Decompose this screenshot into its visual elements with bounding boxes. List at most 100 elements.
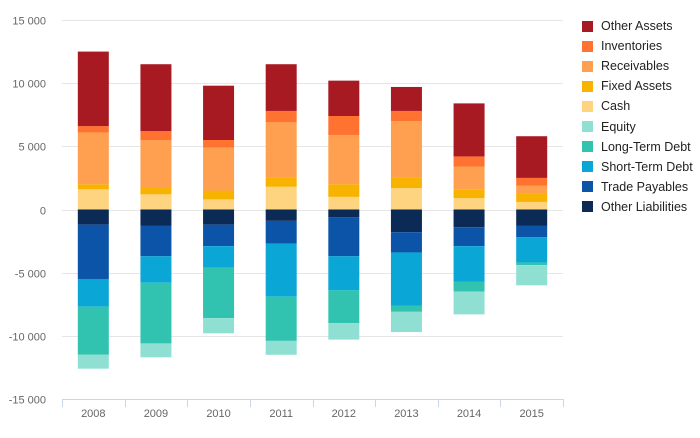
legend-label: Long-Term Debt <box>601 139 691 154</box>
bar-segment-other-assets[interactable] <box>390 86 422 111</box>
bar-segment-cash[interactable] <box>453 198 485 210</box>
bar-segment-short-term-debt[interactable] <box>140 256 172 283</box>
bar-segment-short-term-debt[interactable] <box>77 278 109 307</box>
bar-segment-receivables[interactable] <box>140 140 172 189</box>
bar-segment-trade-payables[interactable] <box>140 225 172 257</box>
bar-segment-other-assets[interactable] <box>203 85 235 141</box>
bar-segment-receivables[interactable] <box>516 185 548 194</box>
legend-swatch <box>582 201 593 213</box>
x-tick-label: 2014 <box>457 408 481 420</box>
bar-segment-trade-payables[interactable] <box>265 220 297 244</box>
bar-segment-other-liabilities[interactable] <box>516 209 548 226</box>
bar-segment-equity[interactable] <box>516 265 548 286</box>
bar-segment-inventories[interactable] <box>328 116 360 135</box>
bar-segment-other-liabilities[interactable] <box>203 209 235 225</box>
legend-item[interactable]: Short-Term Debt <box>582 157 693 177</box>
bar-segment-long-term-debt[interactable] <box>453 281 485 292</box>
legend-item[interactable]: Receivables <box>582 56 693 76</box>
bar-segment-receivables[interactable] <box>203 147 235 191</box>
bar-segment-long-term-debt[interactable] <box>328 290 360 324</box>
bar-segment-other-liabilities[interactable] <box>140 209 172 226</box>
legend-item[interactable]: Other Liabilities <box>582 197 693 217</box>
bar-segment-cash[interactable] <box>265 186 297 210</box>
bar-segment-cash[interactable] <box>390 188 422 210</box>
bar-segment-trade-payables[interactable] <box>328 217 360 257</box>
bar-segment-receivables[interactable] <box>77 132 109 185</box>
bar-segment-receivables[interactable] <box>390 121 422 178</box>
bar-segment-short-term-debt[interactable] <box>265 243 297 297</box>
bar-segment-other-assets[interactable] <box>453 103 485 157</box>
bar-segment-inventories[interactable] <box>516 177 548 186</box>
bar-segment-other-liabilities[interactable] <box>77 209 109 225</box>
bar-segment-fixed-assets[interactable] <box>265 177 297 187</box>
bar-segment-receivables[interactable] <box>265 122 297 178</box>
bar-segment-short-term-debt[interactable] <box>453 246 485 282</box>
legend-label: Inventories <box>601 39 663 54</box>
bar-segment-equity[interactable] <box>390 311 422 333</box>
legend-item[interactable]: Inventories <box>582 36 693 56</box>
bar-segment-cash[interactable] <box>516 201 548 210</box>
bar-segment-long-term-debt[interactable] <box>265 296 297 341</box>
bar-segment-fixed-assets[interactable] <box>390 177 422 189</box>
bar-segment-fixed-assets[interactable] <box>516 193 548 202</box>
bar-segment-equity[interactable] <box>265 340 297 355</box>
bar-segment-cash[interactable] <box>203 199 235 210</box>
bar-segment-other-liabilities[interactable] <box>328 209 360 218</box>
bar-segment-cash[interactable] <box>328 196 360 210</box>
bar-segment-receivables[interactable] <box>453 166 485 190</box>
bar-segment-long-term-debt[interactable] <box>203 267 235 319</box>
bar-segment-short-term-debt[interactable] <box>516 237 548 263</box>
bar-segment-long-term-debt[interactable] <box>77 306 109 355</box>
bar-segment-fixed-assets[interactable] <box>77 184 109 190</box>
bar-segment-equity[interactable] <box>77 354 109 369</box>
legend-item[interactable]: Trade Payables <box>582 177 693 197</box>
bar-segment-other-assets[interactable] <box>328 80 360 117</box>
bar-segment-short-term-debt[interactable] <box>203 246 235 268</box>
legend-item[interactable]: Other Assets <box>582 16 693 36</box>
legend-item[interactable]: Fixed Assets <box>582 76 693 96</box>
legend-swatch <box>582 80 593 92</box>
bar-segment-other-assets[interactable] <box>140 64 172 132</box>
bar-segment-short-term-debt[interactable] <box>390 252 422 306</box>
bar-segment-trade-payables[interactable] <box>516 225 548 238</box>
bar-segment-cash[interactable] <box>140 194 172 210</box>
bar-segment-cash[interactable] <box>77 189 109 210</box>
bar-segment-other-assets[interactable] <box>516 136 548 178</box>
bar-segment-long-term-debt[interactable] <box>140 282 172 344</box>
bar-segment-other-liabilities[interactable] <box>453 209 485 228</box>
bar-segment-fixed-assets[interactable] <box>203 190 235 200</box>
bar-segment-long-term-debt[interactable] <box>516 262 548 266</box>
bar-segment-equity[interactable] <box>328 323 360 340</box>
bar-segment-other-liabilities[interactable] <box>265 209 297 221</box>
legend-item[interactable]: Equity <box>582 116 693 136</box>
bar-segment-other-assets[interactable] <box>77 51 109 127</box>
bar-segment-long-term-debt[interactable] <box>390 305 422 312</box>
bar-segment-inventories[interactable] <box>453 156 485 167</box>
bar-segment-receivables[interactable] <box>328 134 360 185</box>
bar-segment-trade-payables[interactable] <box>203 224 235 247</box>
bar-segment-inventories[interactable] <box>203 140 235 148</box>
bar-segment-inventories[interactable] <box>140 131 172 141</box>
bar-segment-equity[interactable] <box>203 318 235 334</box>
bar-segment-other-liabilities[interactable] <box>390 209 422 233</box>
bar-segment-trade-payables[interactable] <box>390 232 422 253</box>
bar-segment-trade-payables[interactable] <box>77 224 109 279</box>
x-tick-label: 2015 <box>519 408 543 420</box>
legend-item[interactable]: Cash <box>582 96 693 116</box>
bar-segment-fixed-assets[interactable] <box>328 184 360 197</box>
bar-segment-other-assets[interactable] <box>265 64 297 111</box>
bar-segment-inventories[interactable] <box>265 110 297 123</box>
y-tick-label: -10 000 <box>9 332 46 344</box>
legend-swatch <box>582 121 593 133</box>
bar-segment-trade-payables[interactable] <box>453 227 485 247</box>
legend-item[interactable]: Long-Term Debt <box>582 137 693 157</box>
bar-segment-inventories[interactable] <box>77 126 109 133</box>
bar-segment-fixed-assets[interactable] <box>140 188 172 195</box>
bar-segment-fixed-assets[interactable] <box>453 189 485 199</box>
bar-segment-equity[interactable] <box>140 343 172 358</box>
bar-segment-inventories[interactable] <box>390 110 422 122</box>
bar-segment-short-term-debt[interactable] <box>328 256 360 291</box>
bar-segment-equity[interactable] <box>453 291 485 315</box>
